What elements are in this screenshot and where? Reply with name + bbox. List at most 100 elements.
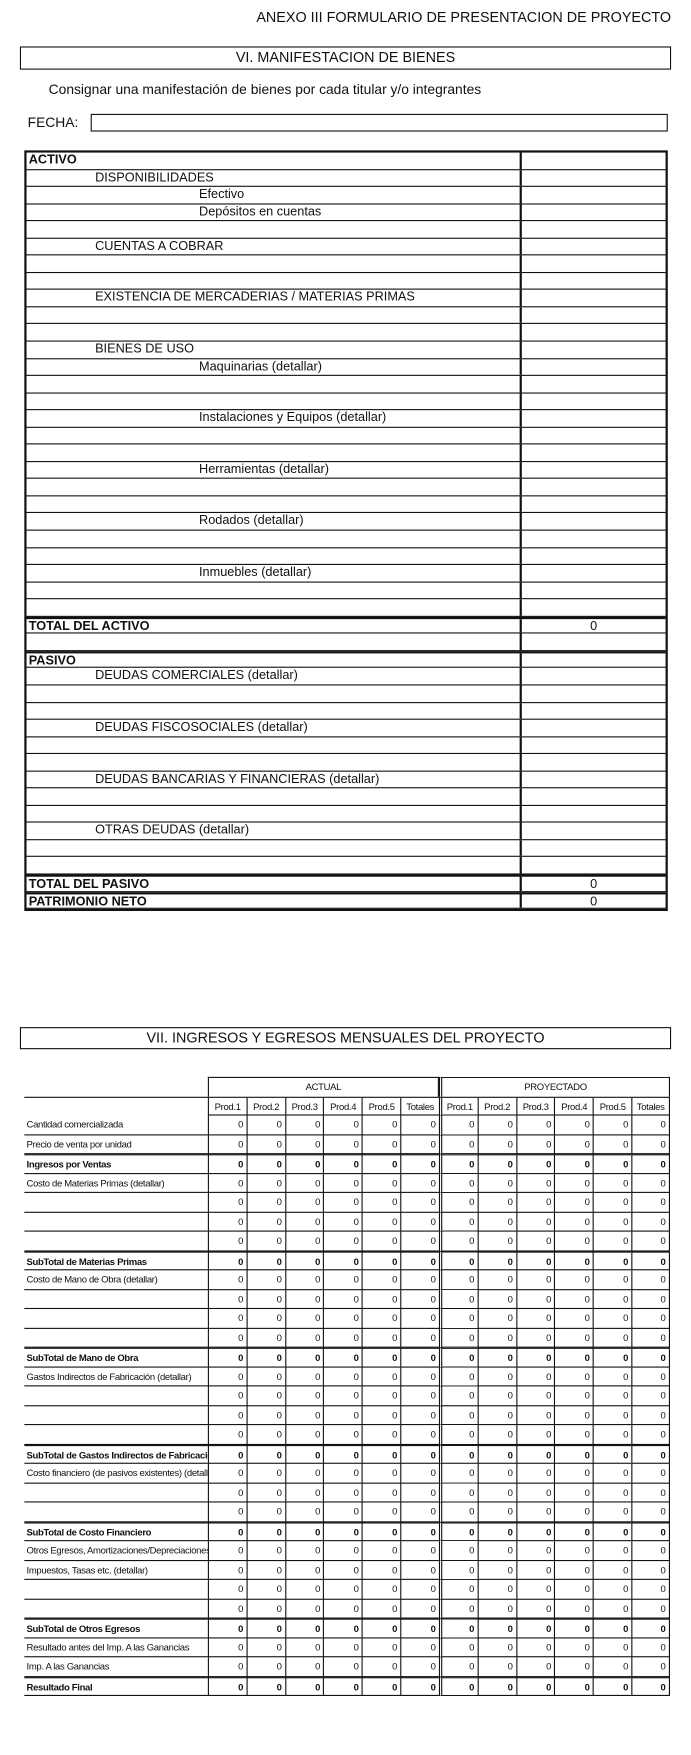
row-label-cell: Cantidad comercializada — [24, 1116, 208, 1135]
value-cell: 0 — [284, 1231, 324, 1251]
table-row: Resultado Final 0 0 0 0 0 0 0 0 0 0 0 0 — [24, 1676, 670, 1696]
row-label-cell: SubTotal de Costo Financiero — [24, 1521, 208, 1542]
value-cell: 0 — [592, 1599, 632, 1619]
value-cell: 0 — [400, 1483, 439, 1503]
value-cell: 0 — [631, 1463, 670, 1484]
value-cell: 0 — [477, 1425, 516, 1445]
row-label-cell — [27, 736, 522, 754]
row-label-cell — [27, 702, 522, 719]
value-cell — [522, 806, 666, 822]
value-cell: 0 — [323, 1676, 362, 1696]
table-row: SubTotal de Gastos Indirectos de Fabrica… — [24, 1444, 670, 1464]
row-label: DEUDAS COMERCIALES (detallar) — [95, 669, 298, 683]
value-cell: 0 — [207, 1463, 247, 1484]
value-cell — [522, 256, 666, 272]
value-cell: 0 — [592, 1154, 632, 1174]
table-row: SubTotal de Costo Financiero 0 0 0 0 0 0 0 0 0 0 0 0 — [24, 1521, 670, 1542]
row-label-cell — [24, 1290, 208, 1310]
value-cell — [522, 754, 666, 770]
value-cell: 0 — [400, 1231, 439, 1251]
value-cell: 0 — [631, 1250, 670, 1271]
value-cell: 0 — [631, 1676, 670, 1696]
table-row: PASIVO — [26, 651, 666, 669]
value-cell — [522, 582, 666, 598]
value-cell: 0 — [477, 1192, 516, 1213]
value-cell: 0 — [554, 1483, 593, 1503]
value-cell: 0 — [361, 1154, 401, 1174]
value-cell: 0 — [631, 1483, 670, 1503]
row-label: ACTIVO — [28, 153, 77, 167]
value-cell: 0 — [361, 1309, 401, 1329]
table-row: PATRIMONIO NETO 0 — [26, 891, 666, 909]
value-cell: 0 — [400, 1386, 439, 1406]
value-cell: 0 — [246, 1618, 285, 1638]
value-cell: 0 — [477, 1444, 516, 1464]
value-cell: 0 — [477, 1231, 516, 1251]
value-cell: 0 — [361, 1463, 401, 1484]
value-cell: 0 — [592, 1134, 632, 1155]
value-cell: 0 — [284, 1637, 324, 1658]
table-row — [26, 376, 666, 394]
row-label-cell — [27, 255, 522, 272]
value-cell: 0 — [400, 1347, 439, 1368]
value-cell: 0 — [515, 1618, 555, 1638]
value-cell: 0 — [515, 1637, 555, 1658]
section-title: VII. INGRESOS Y EGRESOS MENSUALES DEL PR… — [19, 1027, 672, 1050]
row-label: Maquinarias (detallar) — [199, 359, 322, 374]
value-cell: 0 — [592, 1502, 632, 1522]
value-cell: 0 — [515, 1134, 555, 1155]
value-cell: 0 — [631, 1367, 670, 1387]
table-row: ACTIVO — [26, 152, 666, 170]
value-cell: 0 — [438, 1657, 478, 1677]
balance-table: ACTIVO DISPONIBILIDADES Efectivo Depósitos … — [24, 150, 668, 912]
value-cell: 0 — [284, 1289, 324, 1310]
row-label-cell: Inmuebles (detallar) — [27, 565, 522, 582]
column-header: Prod.3 — [515, 1097, 555, 1116]
value-cell: 0 — [284, 1173, 324, 1193]
value-cell: 0 — [400, 1560, 439, 1580]
value-cell — [522, 840, 666, 856]
value-cell: 0 — [477, 1676, 516, 1696]
value-cell: 0 — [246, 1541, 285, 1561]
value-cell: 0 — [361, 1541, 401, 1561]
value-cell: 0 — [361, 1192, 401, 1213]
value-cell: 0 — [515, 1154, 555, 1174]
value-cell: 0 — [246, 1425, 285, 1445]
value-cell: 0 — [284, 1309, 324, 1329]
value-cell: 0 — [438, 1637, 478, 1658]
value-cell — [522, 239, 666, 255]
value-cell: 0 — [477, 1134, 516, 1155]
table-row: Resultado antes del Imp. A las Ganancias… — [24, 1637, 670, 1658]
value-cell: 0 — [284, 1676, 324, 1696]
value-cell: 0 — [246, 1444, 285, 1464]
value-cell — [522, 376, 666, 392]
value-cell: 0 — [631, 1347, 670, 1368]
value-cell: 0 — [592, 1192, 632, 1213]
row-label-cell: TOTAL DEL ACTIVO — [27, 618, 522, 633]
value-cell: 0 — [477, 1618, 516, 1638]
value-cell — [522, 565, 666, 581]
row-label: OTRAS DEUDAS (detallar) — [95, 824, 250, 838]
value-cell: 0 — [284, 1212, 324, 1232]
table-row — [26, 805, 666, 823]
value-cell — [522, 221, 666, 237]
value-cell — [522, 324, 666, 340]
value-cell: 0 — [400, 1657, 439, 1677]
value-cell: 0 — [554, 1212, 593, 1232]
value-cell: 0 — [592, 1405, 632, 1426]
income-table: ACTUAL PROYECTADO Prod.1 Prod.2 Prod.3 Prod.4… — [24, 1076, 670, 1696]
value-cell — [522, 531, 666, 547]
value-cell: 0 — [323, 1212, 362, 1232]
column-header: Prod.1 — [207, 1097, 247, 1116]
value-cell: 0 — [631, 1657, 670, 1677]
row-label: EXISTENCIA DE MERCADERIAS / MATERIAS PRI… — [95, 291, 415, 305]
value-cell: 0 — [284, 1579, 324, 1600]
value-cell: 0 — [592, 1637, 632, 1658]
value-cell: 0 — [246, 1250, 285, 1271]
value-cell — [522, 393, 666, 409]
value-cell: 0 — [284, 1425, 324, 1445]
value-cell: 0 — [361, 1347, 401, 1368]
value-cell: 0 — [323, 1579, 362, 1600]
table-row — [26, 599, 666, 617]
row-label-cell — [27, 272, 522, 289]
